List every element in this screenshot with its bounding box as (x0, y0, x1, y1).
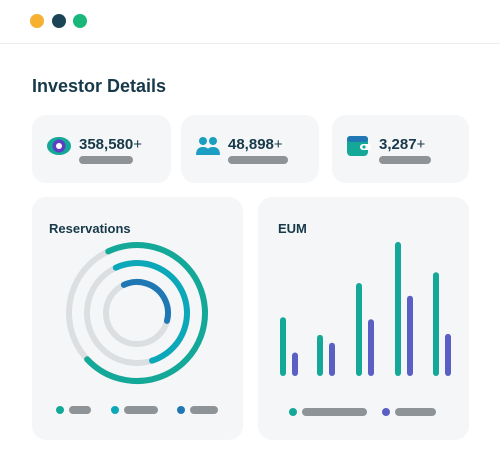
bar (445, 333, 451, 376)
legend-swatch (177, 406, 185, 414)
bar (368, 319, 374, 376)
bar (317, 334, 323, 376)
wallet-icon (347, 136, 371, 156)
ring-value-3 (103, 279, 171, 347)
bar (329, 342, 335, 376)
stat-value: 48,898+ (228, 136, 283, 153)
window-close-button[interactable] (73, 14, 87, 28)
legend-placeholder (124, 406, 158, 414)
reservations-title: Reservations (49, 221, 131, 236)
page-title: Investor Details (32, 76, 167, 96)
ring-value-2 (84, 260, 190, 366)
stat-card-users[interactable]: 48,898+ (181, 115, 319, 183)
legend-swatch (289, 408, 297, 416)
stat-placeholder-bar (79, 156, 134, 164)
legend-swatch (111, 406, 119, 414)
legend-swatch (56, 406, 64, 414)
bar (280, 317, 286, 376)
stat-card-wallet[interactable]: 3,287+ (332, 115, 469, 183)
bar (407, 295, 413, 376)
window-minimize-button[interactable] (30, 14, 44, 28)
legend-placeholder (69, 406, 91, 414)
legend-placeholder (190, 406, 218, 414)
window-titlebar (0, 0, 500, 44)
stat-value: 3,287+ (379, 136, 426, 153)
bar (395, 241, 401, 376)
stat-value: 358,580+ (79, 136, 142, 153)
eye-icon (47, 137, 71, 155)
legend-placeholder (395, 408, 436, 416)
stat-placeholder-bar (228, 156, 289, 164)
window-maximize-button[interactable] (52, 14, 66, 28)
eum-bar-chart (280, 241, 451, 376)
bar (292, 352, 298, 376)
stat-placeholder-bar (379, 156, 432, 164)
bar (356, 283, 362, 376)
ring-value-1 (66, 242, 208, 384)
reservations-radial-chart (66, 242, 208, 384)
users-icon (196, 137, 220, 155)
eum-panel: EUM (258, 197, 469, 440)
bar (433, 272, 439, 376)
legend-placeholder (302, 408, 367, 416)
reservations-panel: Reservations (32, 197, 243, 440)
legend-swatch (382, 408, 390, 416)
eum-title: EUM (278, 221, 307, 236)
stat-card-views[interactable]: 358,580+ (32, 115, 171, 183)
